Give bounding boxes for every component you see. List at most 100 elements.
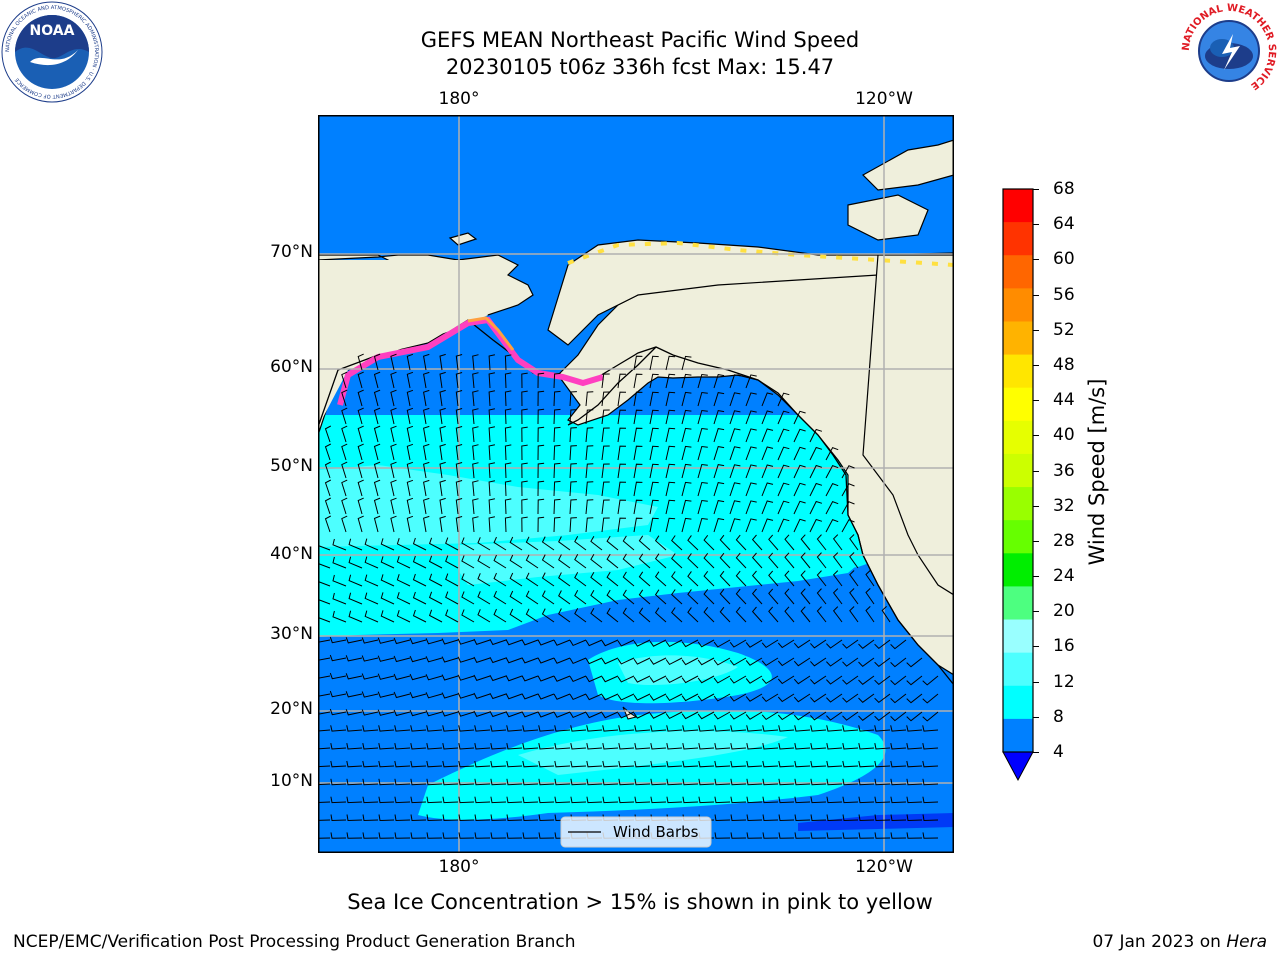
wind-barb <box>762 778 779 786</box>
wind-barb <box>730 832 747 839</box>
wind-barb <box>874 711 891 722</box>
chart-subtitle: 20230105 t06z 336h fcst Max: 15.47 <box>445 55 835 79</box>
wind-barb <box>569 517 577 533</box>
wind-barb <box>380 556 395 569</box>
wind-barb <box>681 639 699 648</box>
wind-barb <box>794 778 811 786</box>
wind-barb <box>455 498 463 515</box>
wind-barb <box>394 796 411 804</box>
colorbar-tick-mark <box>1033 329 1039 331</box>
wind-barb <box>842 693 859 703</box>
wind-barb <box>650 743 667 750</box>
wind-barb <box>488 498 496 515</box>
wind-barb <box>794 743 811 750</box>
wind-barb <box>665 409 676 425</box>
wind-barb <box>634 743 651 750</box>
colorbar-title: Wind Speed [m/s] <box>1085 378 1109 566</box>
wind-barb <box>622 607 635 623</box>
wind-barb <box>378 760 395 768</box>
wind-barb <box>457 710 475 717</box>
wind-barb <box>842 711 859 721</box>
wind-barb <box>906 725 923 732</box>
wind-barb <box>697 427 708 443</box>
wind-barb <box>649 639 667 647</box>
wind-barb <box>406 443 414 461</box>
wind-barb <box>849 552 859 569</box>
wind-barb <box>671 607 683 623</box>
wind-barb <box>826 711 843 721</box>
wind-barb <box>329 636 347 644</box>
wind-barb <box>406 515 414 533</box>
wind-barb <box>729 446 741 461</box>
wind-barb <box>445 591 459 605</box>
wind-barb <box>553 711 571 718</box>
wind-barb <box>729 464 741 479</box>
wind-barb <box>473 710 491 718</box>
wind-barb <box>751 534 763 551</box>
wind-barb <box>425 638 443 645</box>
wind-barb <box>890 711 907 722</box>
wind-barb <box>697 657 715 666</box>
wind-barb <box>649 391 659 407</box>
colorbar-tick-mark <box>1033 681 1039 683</box>
wind-barb <box>396 574 411 587</box>
wind-barb <box>777 392 790 407</box>
wind-barb <box>537 516 545 533</box>
wind-barb <box>473 638 491 646</box>
wind-barb <box>473 674 491 682</box>
wind-barb <box>362 796 379 804</box>
wind-barb <box>426 743 443 750</box>
wind-barb <box>681 463 692 479</box>
wind-barb <box>666 743 683 750</box>
wind-barb <box>428 555 443 569</box>
wind-barb <box>649 463 659 479</box>
wind-barb <box>810 814 827 822</box>
wind-barb <box>606 571 619 587</box>
wind-barb <box>570 743 587 750</box>
wind-barb <box>553 444 561 461</box>
wind-barb <box>521 462 528 479</box>
colorbar-tick-mark <box>1033 400 1039 402</box>
wind-barb <box>713 711 731 720</box>
wind-barb <box>842 814 859 822</box>
wind-barb <box>473 692 491 700</box>
wind-barb <box>537 390 545 407</box>
wind-barb <box>537 675 555 682</box>
wind-barb <box>474 796 491 804</box>
wind-barb <box>348 592 363 605</box>
wind-barb <box>410 725 427 732</box>
colorbar-tick-mark <box>1033 224 1039 226</box>
wind-barb <box>474 725 491 732</box>
wind-barb <box>390 389 397 407</box>
wind-barb <box>439 515 446 533</box>
wind-barb <box>410 760 427 768</box>
wind-barb <box>697 391 708 407</box>
wind-barb <box>768 588 779 605</box>
wind-barb <box>890 743 907 750</box>
wind-barb <box>428 537 443 551</box>
wind-barb <box>682 778 699 786</box>
wind-barb <box>714 743 731 750</box>
wind-barb <box>746 778 763 786</box>
wind-barb <box>364 592 379 605</box>
wind-barb <box>761 657 779 667</box>
wind-barb <box>423 443 430 461</box>
wind-barb <box>455 480 463 497</box>
wind-barb <box>423 515 430 533</box>
wind-barb <box>922 814 939 822</box>
wind-barb <box>713 639 731 648</box>
wind-barb <box>406 425 414 443</box>
wind-barb <box>793 675 811 685</box>
wind-barb <box>489 638 507 646</box>
wind-barb <box>654 535 667 551</box>
wind-barb <box>777 482 790 497</box>
wind-barb <box>687 535 699 551</box>
colorbar-band <box>1003 685 1033 720</box>
wind-barb <box>332 574 347 587</box>
wind-barb <box>574 572 587 587</box>
wind-barb <box>826 814 843 822</box>
wind-barb <box>457 674 475 681</box>
wind-barb <box>585 409 594 425</box>
lon-label-top-180: 180° <box>438 89 480 109</box>
wind-patch-subtropical <box>618 655 738 686</box>
